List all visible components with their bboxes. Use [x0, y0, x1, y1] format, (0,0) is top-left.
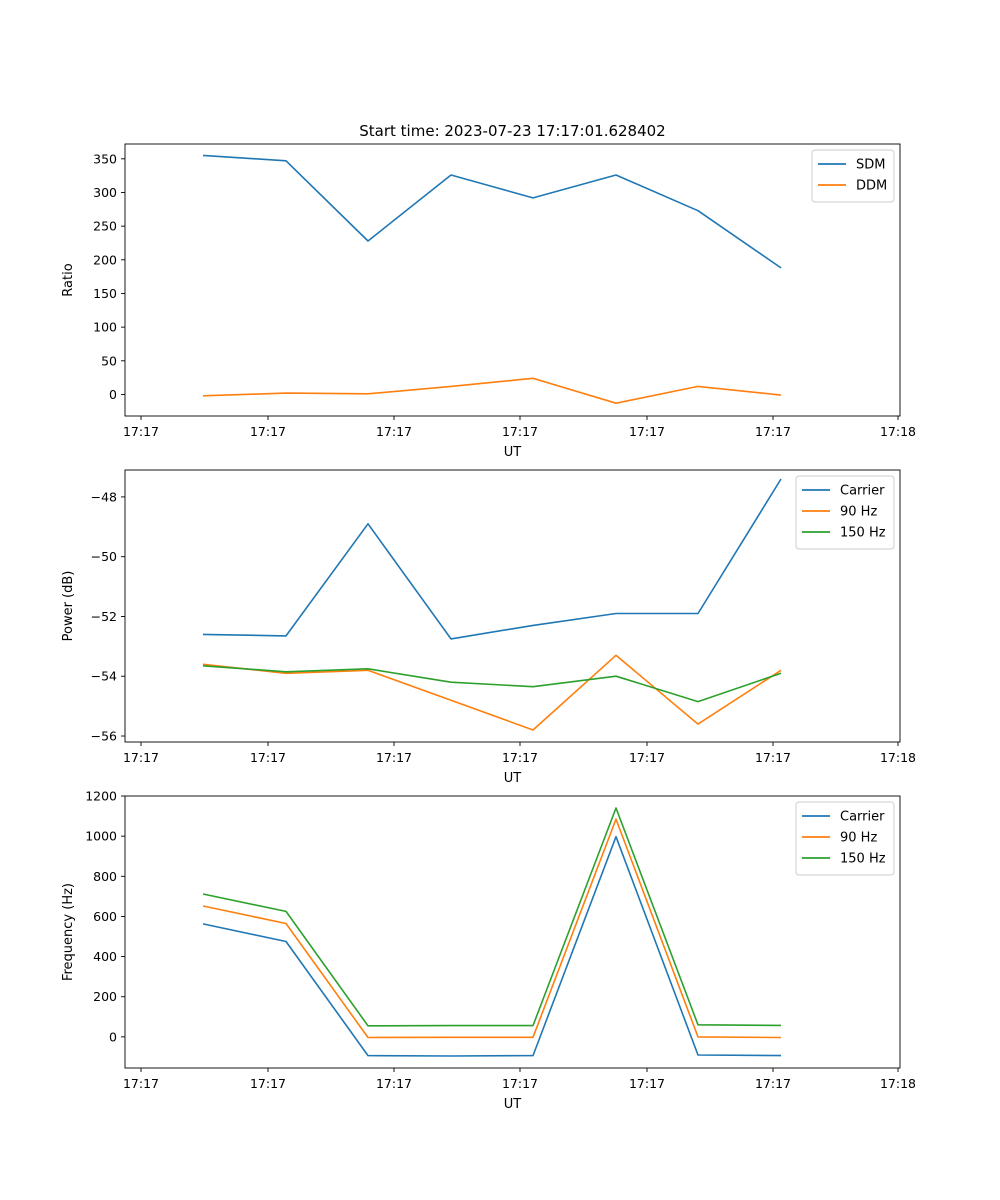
y-tick-label: −48 [91, 489, 117, 504]
series-line-90-hz [202, 654, 782, 731]
legend: SDM DDM [811, 149, 895, 203]
chart-panel-1: Start time: 2023-07-23 17:17:01.628402 17… [61, 122, 916, 460]
x-tick-label: 17:17 [250, 424, 286, 439]
y-axis-label: Ratio [61, 263, 76, 296]
y-tick-label: 600 [93, 909, 117, 924]
y-tick-label: −50 [91, 549, 117, 564]
y-tick-label: 0 [109, 1029, 117, 1044]
y-tick-label: 800 [93, 869, 117, 884]
series-line-150-hz [202, 807, 782, 1027]
legend-label: DDM [856, 179, 887, 194]
y-tick-label: −56 [91, 729, 117, 744]
series-line-carrier [202, 478, 782, 640]
legend-label: 90 Hz [840, 831, 877, 846]
y-tick-label: 350 [93, 151, 117, 166]
x-axis-label: UT [504, 445, 522, 460]
y-tick-label: 100 [93, 320, 117, 335]
y-tick-label: −54 [91, 669, 117, 684]
y-tick-label: 150 [93, 286, 117, 301]
legend-label: 150 Hz [840, 526, 886, 541]
legend: Carrier 90 Hz 150 Hz [795, 801, 895, 876]
y-axis-label: Power (dB) [61, 571, 76, 642]
x-tick-label: 17:17 [123, 1076, 159, 1091]
y-tick-label: 200 [93, 252, 117, 267]
y-tick-label: 300 [93, 185, 117, 200]
legend-label: Carrier [840, 484, 885, 499]
series-line-carrier [202, 835, 782, 1057]
legend-label: SDM [856, 158, 885, 173]
y-tick-label: 250 [93, 219, 117, 234]
series-line-sdm [202, 154, 782, 269]
x-tick-label: 17:17 [755, 750, 791, 765]
x-tick-label: 17:17 [502, 1076, 538, 1091]
chart-panel-3: 17:17 17:17 17:17 17:17 17:17 17:17 17:18 0 200 4… [61, 789, 916, 1113]
x-tick-label: 17:17 [376, 424, 412, 439]
legend-label: 150 Hz [840, 852, 886, 867]
chart-panel-2: 17:17 17:17 17:17 17:17 17:17 17:17 17:18 −56 −5… [61, 469, 916, 786]
y-tick-label: 400 [93, 949, 117, 964]
x-axis-label: UT [504, 1097, 522, 1112]
x-tick-label: 17:17 [629, 424, 665, 439]
y-tick-label: 50 [101, 353, 117, 368]
x-tick-label: 17:17 [250, 1076, 286, 1091]
chart-title: Start time: 2023-07-23 17:17:01.628402 [359, 122, 665, 140]
x-tick-label: 17:17 [755, 424, 791, 439]
plot-frame [124, 143, 901, 417]
plot-frame [124, 795, 901, 1069]
y-tick-label: 1200 [85, 789, 117, 804]
x-tick-label: 17:17 [629, 750, 665, 765]
plot-frame [124, 469, 901, 743]
series-line-150-hz [202, 665, 782, 703]
x-tick-label: 17:17 [755, 1076, 791, 1091]
y-axis-label: Frequency (Hz) [61, 883, 76, 981]
legend: Carrier 90 Hz 150 Hz [795, 475, 895, 550]
series-line-ddm [202, 377, 782, 405]
y-tick-label: 200 [93, 989, 117, 1004]
x-tick-label: 17:17 [250, 750, 286, 765]
x-tick-label: 17:17 [376, 1076, 412, 1091]
x-tick-label: 17:17 [123, 424, 159, 439]
x-axis-label: UT [504, 771, 522, 786]
x-tick-label: 17:18 [880, 750, 916, 765]
legend-box [811, 149, 895, 203]
x-tick-label: 17:17 [502, 424, 538, 439]
y-tick-label: 1000 [85, 829, 117, 844]
x-tick-label: 17:17 [629, 1076, 665, 1091]
y-tick-label: −52 [91, 609, 117, 624]
x-tick-label: 17:17 [502, 750, 538, 765]
legend-box [795, 475, 895, 550]
x-tick-label: 17:18 [880, 1076, 916, 1091]
y-tick-label: 0 [109, 387, 117, 402]
series-line-90-hz [202, 818, 782, 1039]
legend-label: Carrier [840, 810, 885, 825]
x-tick-label: 17:18 [880, 424, 916, 439]
legend-label: 90 Hz [840, 505, 877, 520]
x-tick-label: 17:17 [376, 750, 412, 765]
x-tick-label: 17:17 [123, 750, 159, 765]
legend-box [795, 801, 895, 876]
